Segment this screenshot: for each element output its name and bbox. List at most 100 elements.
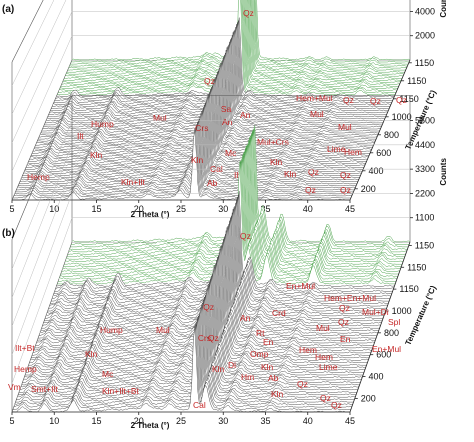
counts-axis-title: Counts [439, 0, 448, 18]
phase-label: Mul [316, 323, 330, 333]
phase-label: Vm [8, 382, 21, 392]
trace-heating [20, 107, 359, 180]
counts-tick-label: 3300 [415, 164, 435, 174]
z-gridline-side [11, 11, 73, 143]
phase-label: Mul+Crs [257, 137, 289, 147]
phase-label: Hem [299, 345, 317, 355]
trace-heating [13, 124, 352, 197]
counts-tick-label: 2000 [415, 31, 435, 41]
phase-label: Mc [225, 148, 237, 158]
counts-tick-label: 5500 [415, 116, 435, 126]
counts-axis: 1100 2200 3300 4400 5500 Counts [410, 116, 448, 223]
temperature-tick-label: 1150 [415, 240, 434, 250]
phase-label: Qz [340, 170, 351, 180]
phase-label: Hemp [14, 364, 37, 374]
counts-axis: 2000400060008000Counts [410, 0, 448, 41]
phase-label: Kln [270, 157, 283, 167]
x-tick-label: 45 [345, 416, 355, 426]
temperature-tick-label: 1150 [407, 262, 426, 272]
z-gridline-side [11, 169, 73, 327]
phase-label: Qz [308, 167, 319, 177]
phase-label: Smt+Ilt [31, 384, 58, 394]
x-tick-label: 35 [260, 416, 270, 426]
temperature-tick-label: 800 [384, 328, 399, 338]
phase-label: Crs [195, 123, 208, 133]
phase-label: En [340, 334, 351, 344]
temperature-tick-label: 400 [369, 166, 384, 176]
x-axis: 5 10 15 20 25 30 35 40 45 2 Theta (°) [9, 411, 355, 430]
phase-label: Qz [339, 303, 350, 313]
phase-label: Spl [388, 317, 400, 327]
phase-label: Hem [344, 147, 362, 157]
trace-heating [17, 116, 356, 189]
temperature-tick-label: 1150 [415, 58, 434, 68]
trace-group [11, 0, 411, 201]
trace-heating [19, 304, 357, 393]
x-tick-label: 25 [176, 204, 186, 214]
phase-label: Hem [315, 352, 333, 362]
trace-group [11, 125, 411, 413]
axes-frame [11, 95, 411, 413]
phase-label: Qz [320, 393, 331, 403]
phase-label: Qz [203, 302, 214, 312]
phase-label: Mul+Di [362, 307, 389, 317]
z-gridline-side [11, 193, 73, 355]
trace-heating [18, 113, 357, 187]
temperature-tick-label: 200 [361, 393, 376, 403]
trace-heating [11, 128, 350, 201]
x-tick-label: 5 [9, 204, 14, 214]
phase-label: Hem+Mul [296, 93, 333, 103]
trace-heating [14, 122, 353, 195]
phase-label: Lime [327, 144, 346, 154]
x-tick-label: 5 [9, 416, 14, 426]
trace-heating [21, 296, 360, 386]
trace-heating [22, 103, 361, 176]
phase-label: Mc [102, 369, 114, 379]
chart-panel-a: 5 10 15 20 25 30 35 40 45 2 Theta (°) 200 400 600 800… [2, 0, 448, 219]
x-tick-label: 45 [345, 204, 355, 214]
phase-label: Qz [240, 231, 251, 241]
phase-label: Mul [156, 325, 170, 335]
z-gridline-side [11, 35, 73, 172]
trace-heating [20, 299, 359, 388]
phase-label: Mul [338, 122, 352, 132]
phase-label: An [222, 117, 233, 127]
z-gridline-side [11, 144, 73, 298]
chart-panel-b: 5 10 15 20 25 30 35 40 45 2 Theta (°) 200 400 600 800… [2, 95, 448, 430]
phase-label: Mul [153, 113, 167, 123]
x-tick-label: 10 [49, 416, 59, 426]
panel-label: (b) [2, 228, 15, 239]
phase-label: Kln [85, 349, 98, 359]
x-tick-label: 15 [91, 416, 101, 426]
temperature-tick-label: 400 [369, 372, 384, 382]
phase-label: En+Mul [286, 281, 315, 291]
x-tick-label: 40 [303, 416, 313, 426]
phase-label: Di [228, 360, 236, 370]
phase-label: Qz [340, 185, 351, 195]
panel-label: (a) [2, 4, 14, 15]
phase-label: Kln+Ilt+Bt [102, 386, 139, 396]
phase-label: Qz [331, 400, 342, 410]
temperature-tick-label: 1150 [399, 284, 418, 294]
temperature-tick-label: 800 [384, 130, 399, 140]
phase-label: Kln [90, 150, 103, 160]
counts-axis-title: Counts [439, 158, 448, 186]
phase-label: Sa [221, 104, 232, 114]
phase-label: Ilt [234, 170, 241, 180]
trace-heating [16, 314, 355, 400]
x-axis: 5 10 15 20 25 30 35 40 45 2 Theta (°) [9, 199, 355, 219]
phase-label: Kln [212, 364, 225, 374]
phase-label: An [240, 110, 251, 120]
phase-label: Qz [396, 95, 407, 105]
phase-label: Crd [272, 308, 286, 318]
trace-heating [15, 315, 354, 403]
trace-heating [17, 311, 356, 398]
trace-heating [21, 104, 360, 178]
phase-label: Hm [241, 372, 254, 382]
z-gridline-side [11, 0, 67, 115]
x-tick-label: 35 [260, 204, 270, 214]
temperature-tick-label: 1000 [392, 306, 412, 316]
phase-label: Ab [268, 373, 279, 383]
phase-label: Omp [250, 349, 269, 359]
